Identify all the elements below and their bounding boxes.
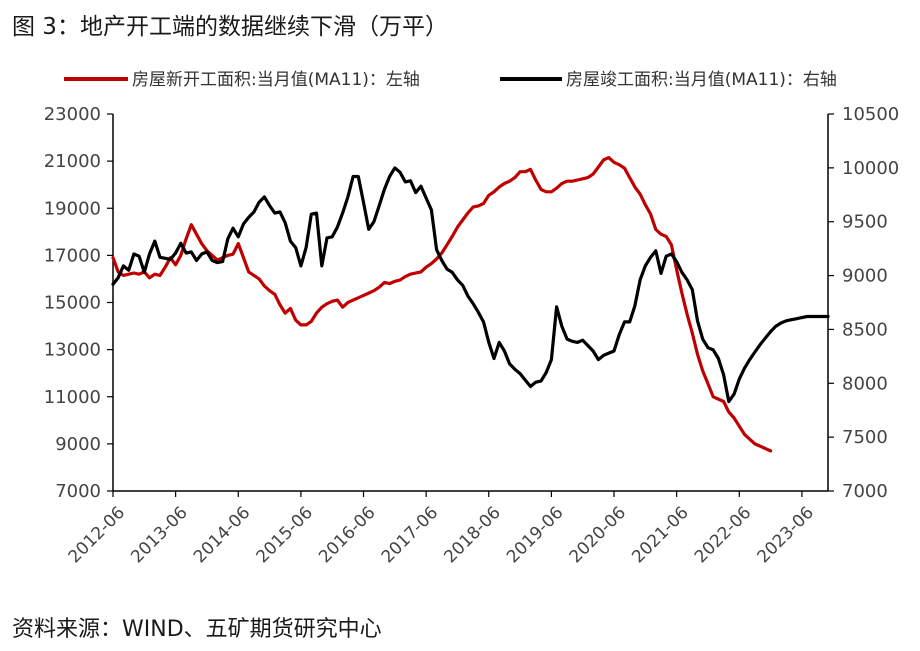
series-group	[111, 156, 830, 453]
y-left-tick-label: 15000	[44, 293, 101, 314]
y-right-tick-label: 7500	[842, 427, 888, 448]
x-tick-label: 2019-06	[503, 503, 567, 567]
y-right-tick-label: 10000	[842, 158, 899, 179]
y-left-tick-label: 21000	[44, 151, 101, 172]
y-left-tick-label: 11000	[44, 387, 101, 408]
x-tick-label: 2022-06	[691, 503, 755, 567]
y-right-tick-label: 9500	[842, 212, 888, 233]
x-tick-label: 2020-06	[566, 503, 630, 567]
series-line-completions	[111, 166, 830, 404]
x-axis-ticks: 2012-062013-062014-062015-062016-062017-…	[65, 491, 818, 567]
y-right-tick-label: 8500	[842, 319, 888, 340]
x-tick-label: 2013-06	[127, 503, 191, 567]
y-left-tick-label: 9000	[55, 434, 101, 455]
y-right-tick-label: 10500	[842, 104, 899, 125]
x-tick-label: 2016-06	[315, 503, 379, 567]
x-tick-label: 2014-06	[190, 503, 254, 567]
y-axis-left-ticks: 7000 9000 11000 13000 15000 17000 19000 21000 23…	[44, 104, 113, 502]
y-right-tick-label: 8000	[842, 373, 888, 394]
legend: 房屋新开工面积:当月值(MA11)：左轴 房屋竣工面积:当月值(MA11)：右轴	[64, 70, 837, 90]
y-right-tick-label: 7000	[842, 481, 888, 502]
x-tick-label: 2012-06	[65, 503, 129, 567]
y-left-tick-label: 17000	[44, 245, 101, 266]
source-note: 资料来源：WIND、五矿期货研究中心	[12, 617, 382, 642]
series-line-starts	[111, 156, 773, 453]
x-tick-label: 2023-06	[754, 503, 818, 567]
y-left-tick-label: 13000	[44, 340, 101, 361]
y-left-tick-label: 23000	[44, 104, 101, 125]
x-tick-label: 2017-06	[378, 503, 442, 567]
x-tick-label: 2021-06	[628, 503, 692, 567]
chart-title: 图 3：地产开工端的数据继续下滑（万平）	[12, 14, 448, 40]
y-right-tick-label: 9000	[842, 266, 888, 287]
y-left-tick-label: 7000	[55, 481, 101, 502]
legend-label-starts: 房屋新开工面积:当月值(MA11)：左轴	[132, 70, 420, 90]
y-left-tick-label: 19000	[44, 198, 101, 219]
x-tick-label: 2018-06	[440, 503, 504, 567]
y-axis-right-ticks: 7000 7500 8000 8500 9000 9500 10000 10500	[828, 104, 899, 502]
legend-label-completions: 房屋竣工面积:当月值(MA11)：右轴	[566, 70, 837, 90]
x-tick-label: 2015-06	[253, 503, 317, 567]
